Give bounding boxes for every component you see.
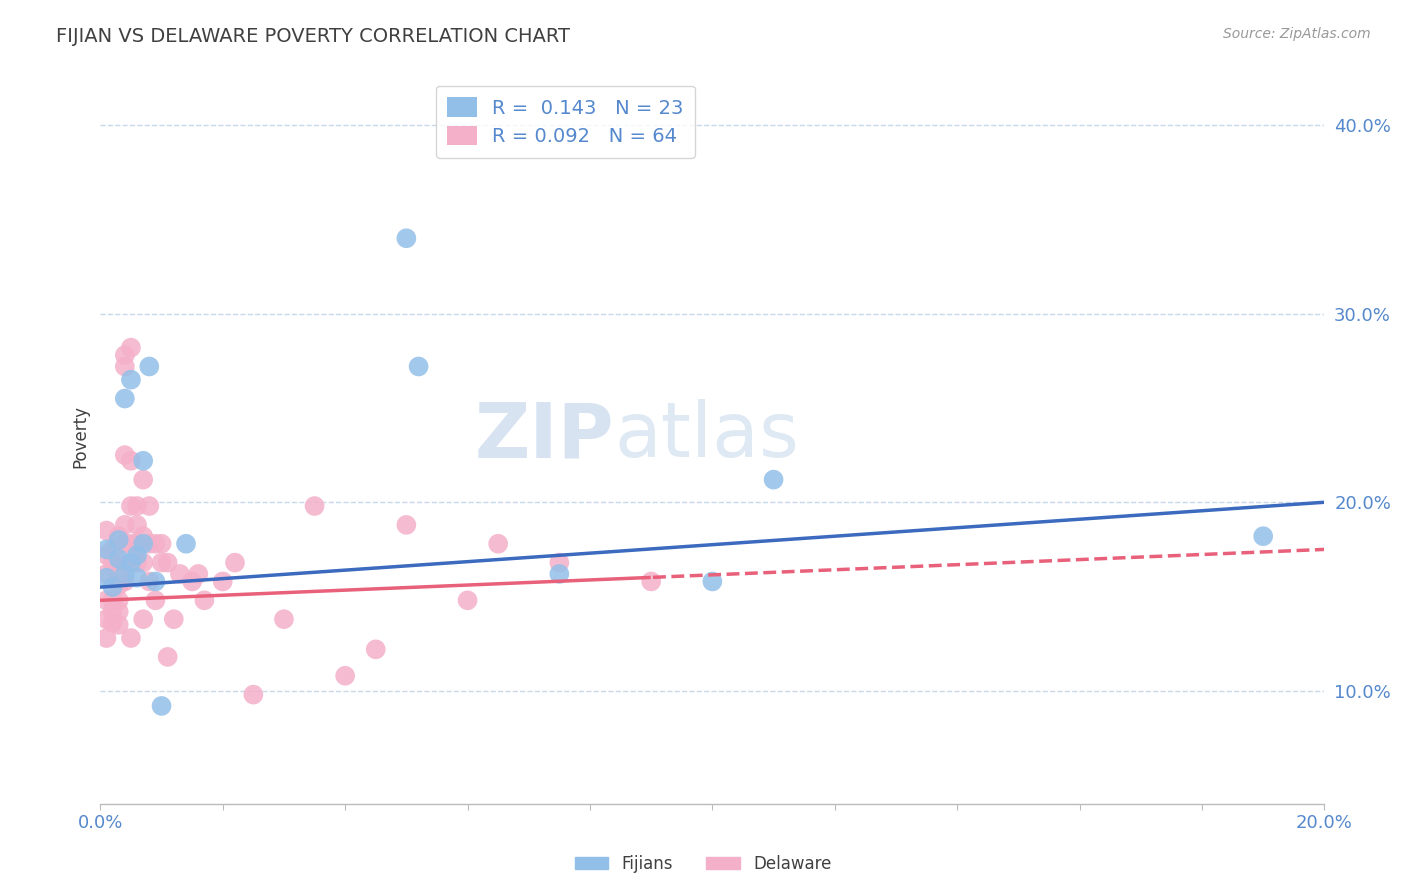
Point — [120, 341, 142, 355]
Point — [132, 454, 155, 468]
Point — [120, 499, 142, 513]
Point — [150, 537, 173, 551]
Point — [114, 574, 136, 589]
Point — [101, 605, 124, 619]
Point — [762, 473, 785, 487]
Point — [114, 517, 136, 532]
Point — [242, 688, 264, 702]
Point — [132, 473, 155, 487]
Point — [101, 542, 124, 557]
Point — [96, 566, 118, 581]
Point — [640, 574, 662, 589]
Point — [132, 529, 155, 543]
Point — [163, 612, 186, 626]
Point — [224, 556, 246, 570]
Point — [120, 373, 142, 387]
Point — [125, 537, 148, 551]
Point — [457, 593, 479, 607]
Point — [169, 566, 191, 581]
Point — [120, 537, 142, 551]
Point — [395, 231, 418, 245]
Point — [145, 574, 167, 589]
Text: atlas: atlas — [614, 400, 800, 474]
Point — [114, 348, 136, 362]
Point — [181, 574, 204, 589]
Point — [125, 556, 148, 570]
Point — [120, 454, 142, 468]
Point — [211, 574, 233, 589]
Point — [125, 499, 148, 513]
Text: Source: ZipAtlas.com: Source: ZipAtlas.com — [1223, 27, 1371, 41]
Point — [107, 529, 129, 543]
Point — [120, 556, 142, 570]
Point — [150, 698, 173, 713]
Point — [174, 537, 197, 551]
Point — [96, 571, 118, 585]
Point — [101, 615, 124, 630]
Point — [702, 574, 724, 589]
Text: ZIP: ZIP — [475, 400, 614, 474]
Point — [96, 542, 118, 557]
Point — [193, 593, 215, 607]
Point — [364, 642, 387, 657]
Point — [114, 537, 136, 551]
Point — [145, 537, 167, 551]
Point — [107, 566, 129, 581]
Point — [96, 593, 118, 607]
Point — [486, 537, 509, 551]
Point — [395, 517, 418, 532]
Point — [107, 533, 129, 547]
Y-axis label: Poverty: Poverty — [72, 405, 89, 467]
Point — [107, 578, 129, 592]
Point — [138, 359, 160, 374]
Point — [96, 612, 118, 626]
Text: FIJIAN VS DELAWARE POVERTY CORRELATION CHART: FIJIAN VS DELAWARE POVERTY CORRELATION C… — [56, 27, 571, 45]
Point — [96, 548, 118, 562]
Legend: Fijians, Delaware: Fijians, Delaware — [568, 848, 838, 880]
Point — [107, 617, 129, 632]
Point — [96, 631, 118, 645]
Point — [107, 593, 129, 607]
Point — [107, 551, 129, 566]
Point — [114, 448, 136, 462]
Point — [125, 517, 148, 532]
Point — [304, 499, 326, 513]
Point — [548, 556, 571, 570]
Point — [101, 580, 124, 594]
Point — [548, 566, 571, 581]
Point — [114, 359, 136, 374]
Point — [125, 571, 148, 585]
Point — [132, 612, 155, 626]
Legend: R =  0.143   N = 23, R = 0.092   N = 64: R = 0.143 N = 23, R = 0.092 N = 64 — [436, 86, 695, 158]
Point — [156, 556, 179, 570]
Point — [408, 359, 430, 374]
Point — [107, 556, 129, 570]
Point — [1251, 529, 1274, 543]
Point — [101, 556, 124, 570]
Point — [138, 499, 160, 513]
Point — [101, 593, 124, 607]
Point — [107, 605, 129, 619]
Point — [125, 548, 148, 562]
Point — [187, 566, 209, 581]
Point — [273, 612, 295, 626]
Point — [150, 556, 173, 570]
Point — [138, 537, 160, 551]
Point — [114, 566, 136, 581]
Point — [132, 556, 155, 570]
Point — [145, 593, 167, 607]
Point — [96, 524, 118, 538]
Point — [120, 556, 142, 570]
Point — [114, 392, 136, 406]
Point — [132, 537, 155, 551]
Point — [333, 669, 356, 683]
Point — [120, 631, 142, 645]
Point — [138, 574, 160, 589]
Point — [156, 649, 179, 664]
